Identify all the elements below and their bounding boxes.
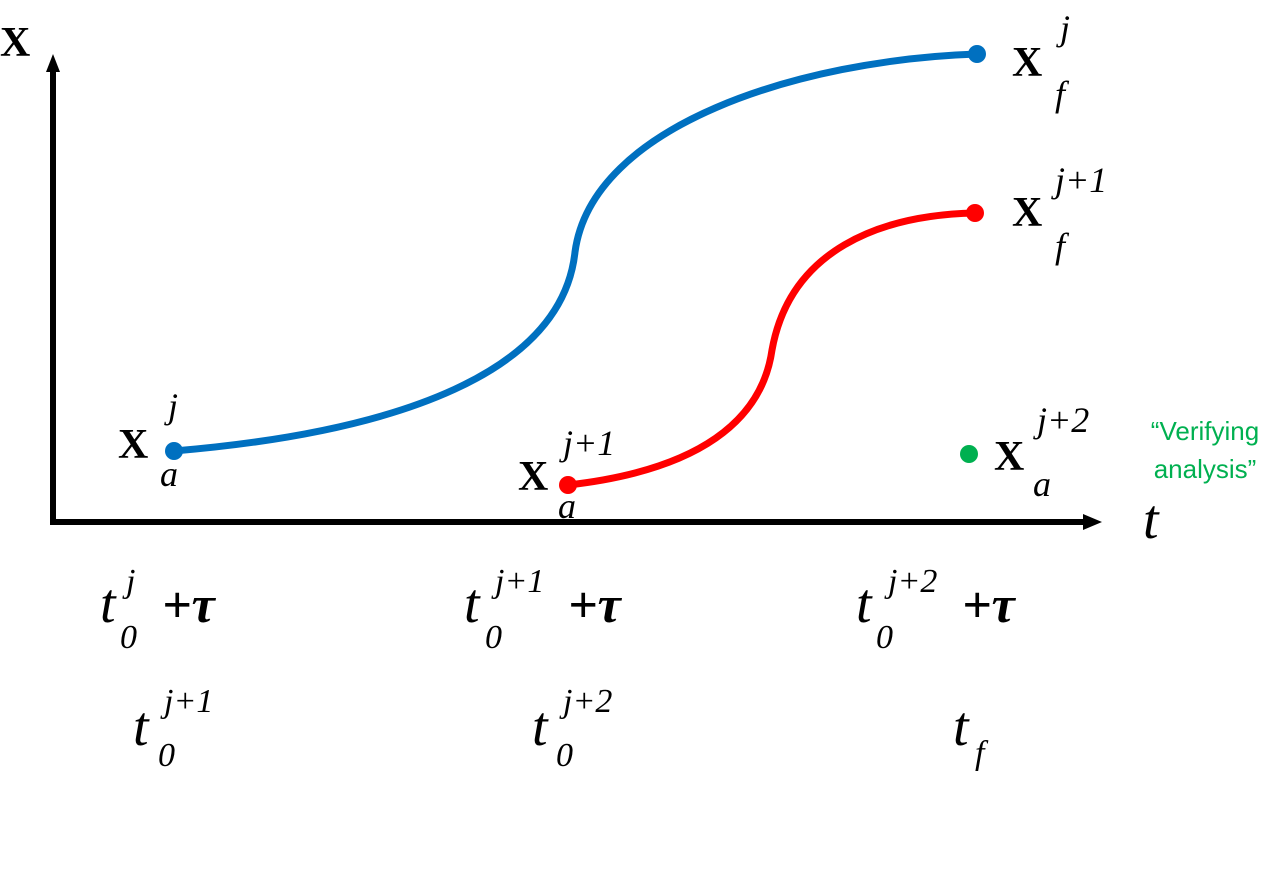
time-base: t: [953, 696, 970, 758]
label-base: X: [118, 422, 148, 468]
label-sub: a: [558, 486, 576, 526]
label-base: X: [1012, 40, 1042, 86]
y-axis-label: X: [0, 20, 30, 66]
annotation: analysis”: [1154, 454, 1257, 484]
y-arrow: [46, 54, 60, 72]
time-sub: 0: [158, 737, 175, 774]
time-base: t: [532, 696, 549, 758]
label-base: X: [1012, 190, 1042, 236]
red-trajectory: [567, 209, 976, 489]
time-sub: 0: [485, 619, 502, 656]
red-end: [966, 204, 984, 222]
time-sub: f: [975, 735, 989, 772]
time-sup: j: [122, 563, 135, 600]
red-start: [559, 476, 577, 494]
label-sup: j: [164, 386, 178, 426]
time-base: t: [100, 573, 117, 635]
time-base: t: [133, 696, 150, 758]
label-sub: f: [1055, 74, 1070, 114]
time-sup: j+1: [160, 683, 213, 720]
point-labels: X j a X j f X j+1 a X j+1 f X j+2 a: [118, 8, 1107, 526]
x-arrow: [1083, 514, 1102, 530]
label-sub: a: [160, 454, 178, 494]
time-sub: 0: [556, 737, 573, 774]
blue-start: [165, 442, 183, 460]
label-sup: j+1: [1051, 160, 1107, 200]
time-sub: 0: [876, 619, 893, 656]
time-sup: j+2: [559, 683, 612, 720]
time-suffix: +τ: [568, 577, 623, 634]
annotation: “Verifying: [1151, 416, 1259, 446]
time-suffix: +τ: [162, 577, 217, 634]
label-base: X: [518, 454, 548, 500]
label-sub: f: [1055, 226, 1070, 266]
label-sup: j+2: [1033, 400, 1089, 440]
time-labels: t j 0 +τ t j+1 0 +τ t j+2 0 +τ t j+1 0 t…: [100, 563, 1017, 774]
label-sup: j+1: [559, 423, 615, 463]
time-suffix: +τ: [962, 577, 1017, 634]
green-point: [960, 445, 978, 463]
time-sup: j+2: [884, 563, 937, 600]
time-base: t: [464, 573, 481, 635]
axes: X t: [0, 20, 1160, 551]
time-sup: j+1: [491, 563, 544, 600]
blue-trajectory: [173, 50, 978, 455]
x-axis-label: t: [1143, 489, 1160, 551]
label-sup: j: [1056, 8, 1070, 48]
time-base: t: [856, 573, 873, 635]
blue-end: [968, 45, 986, 63]
label-base: X: [994, 434, 1024, 480]
label-sub: a: [1033, 464, 1051, 504]
time-sub: 0: [120, 619, 137, 656]
